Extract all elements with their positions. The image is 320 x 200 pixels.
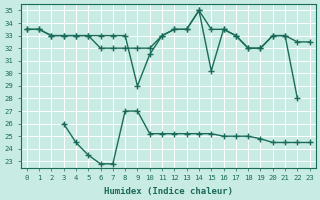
X-axis label: Humidex (Indice chaleur): Humidex (Indice chaleur) — [104, 187, 233, 196]
